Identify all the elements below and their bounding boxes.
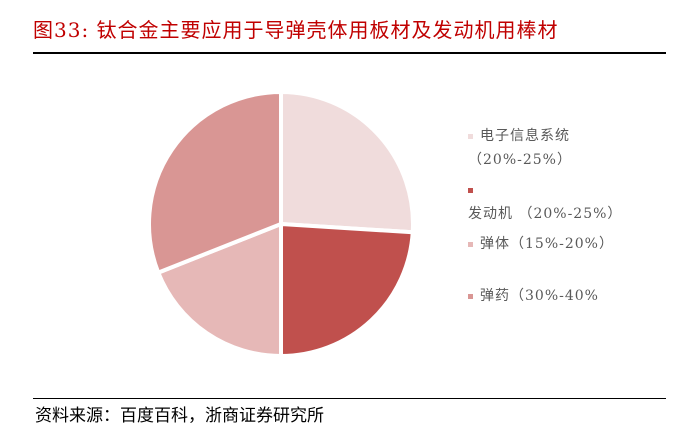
source-note: 资料来源：百度百科，浙商证券研究所 xyxy=(35,406,324,426)
legend-item: 弹药（30%-40% xyxy=(468,284,628,308)
legend-label: 弹体（15%-20%） xyxy=(480,236,614,252)
pie-slice-2 xyxy=(279,221,415,359)
legend-swatch xyxy=(468,241,473,247)
pie-slice-3 xyxy=(155,221,283,359)
legend-item: 电子信息系统（20%-25%） xyxy=(468,124,628,172)
legend-swatch xyxy=(468,187,473,193)
pie-slice-1 xyxy=(279,89,415,235)
legend-item: 发动机 （20%-25%） xyxy=(468,178,628,226)
pie-slice-4 xyxy=(147,89,283,276)
legend-item: 弹体（15%-20%） xyxy=(468,232,628,256)
legend-label: 电子信息系统（20%-25%） xyxy=(468,128,572,168)
legend-swatch xyxy=(468,293,473,299)
source-rule xyxy=(33,398,666,399)
legend-label: 弹药（30%-40% xyxy=(480,288,599,304)
figure-title: 图33: 钛合金主要应用于导弹壳体用板材及发动机用棒材 xyxy=(33,18,559,42)
legend-swatch xyxy=(468,133,473,139)
legend-label: 发动机 （20%-25%） xyxy=(468,206,623,222)
title-rule xyxy=(33,52,666,54)
